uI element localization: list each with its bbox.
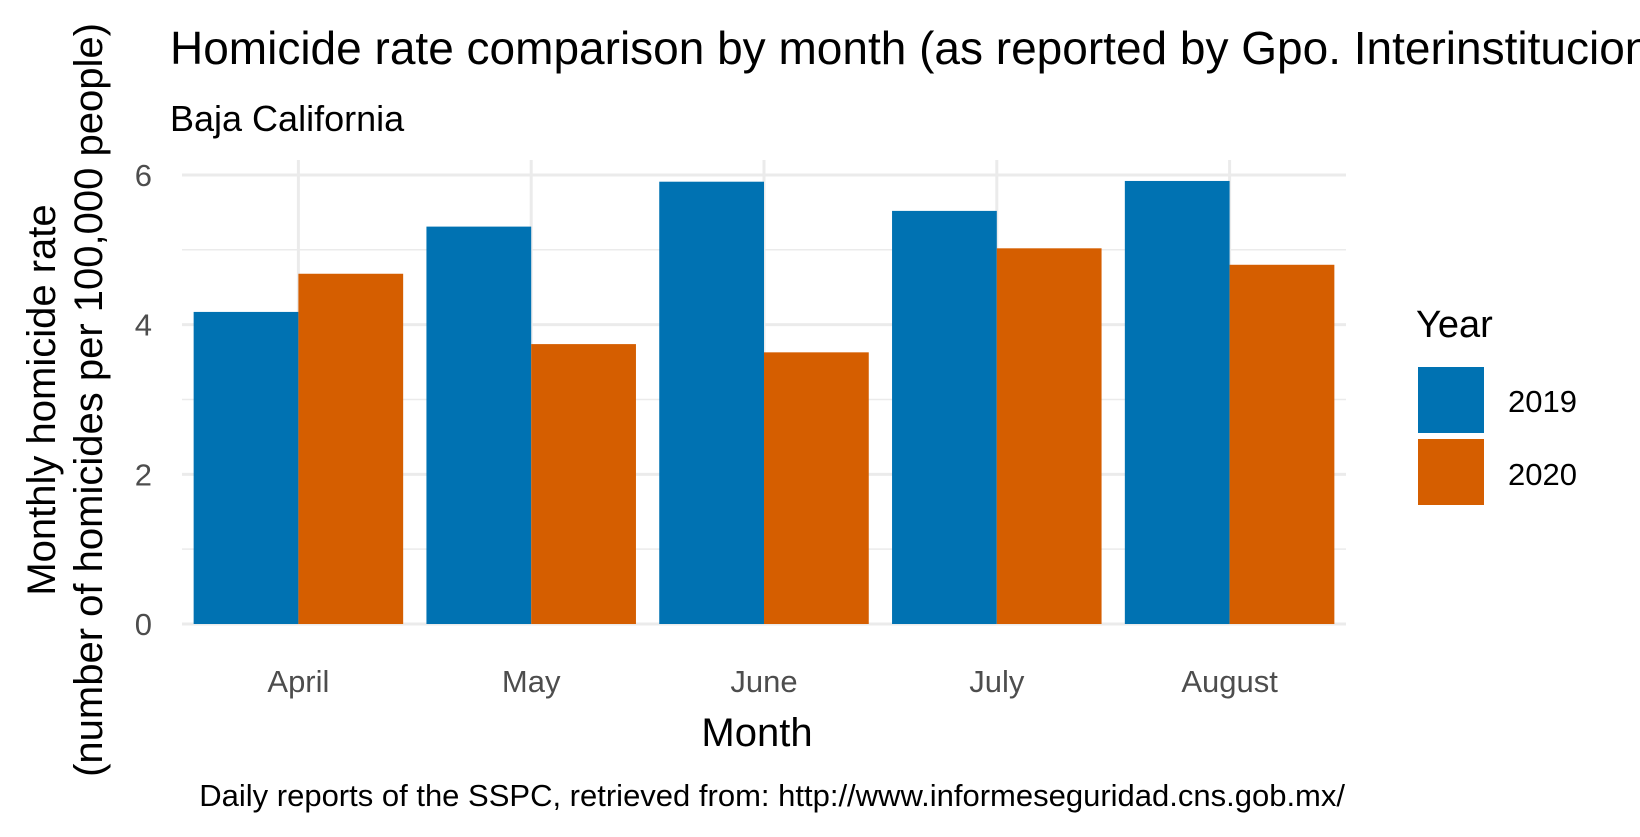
y-axis-title-line2: (number of homicides per 100,000 people) [67,23,111,777]
bar-june-2019 [659,181,764,624]
bar-may-2020 [531,344,636,624]
x-axis-title: Month [701,711,812,755]
legend-label-2020: 2020 [1508,457,1577,492]
bars [193,180,1335,624]
x-tick-label: May [502,664,561,699]
x-tick-label: August [1181,664,1278,699]
y-axis-ticks: 0 2 4 6 [135,158,152,642]
bar-april-2020 [298,273,404,624]
bar-july-2019 [892,210,997,624]
y-tick-label: 0 [135,607,152,642]
x-tick-label: April [267,664,329,699]
legend: Year 2019 2020 [1416,304,1577,505]
bar-may-2019 [426,226,532,624]
chart-title: Homicide rate comparison by month (as re… [170,22,1640,74]
legend-swatch-2020 [1418,439,1484,505]
legend-title: Year [1416,304,1493,346]
bar-july-2020 [996,248,1102,624]
y-tick-label: 6 [135,158,152,193]
legend-swatch-2019 [1418,367,1484,433]
bar-august-2020 [1229,264,1335,624]
legend-label-2019: 2019 [1508,384,1577,419]
chart-subtitle: Baja California [170,98,405,139]
y-axis-title-line1: Monthly homicide rate [20,204,64,595]
bar-august-2019 [1124,180,1230,624]
x-tick-label: July [969,664,1025,699]
chart-caption: Daily reports of the SSPC, retrieved fro… [199,778,1345,813]
y-tick-label: 4 [135,308,152,343]
y-tick-label: 2 [135,457,152,492]
bar-april-2019 [193,311,299,624]
x-axis-ticks: April May June July August [267,664,1278,699]
bar-june-2020 [764,352,869,624]
x-tick-label: June [730,664,797,699]
